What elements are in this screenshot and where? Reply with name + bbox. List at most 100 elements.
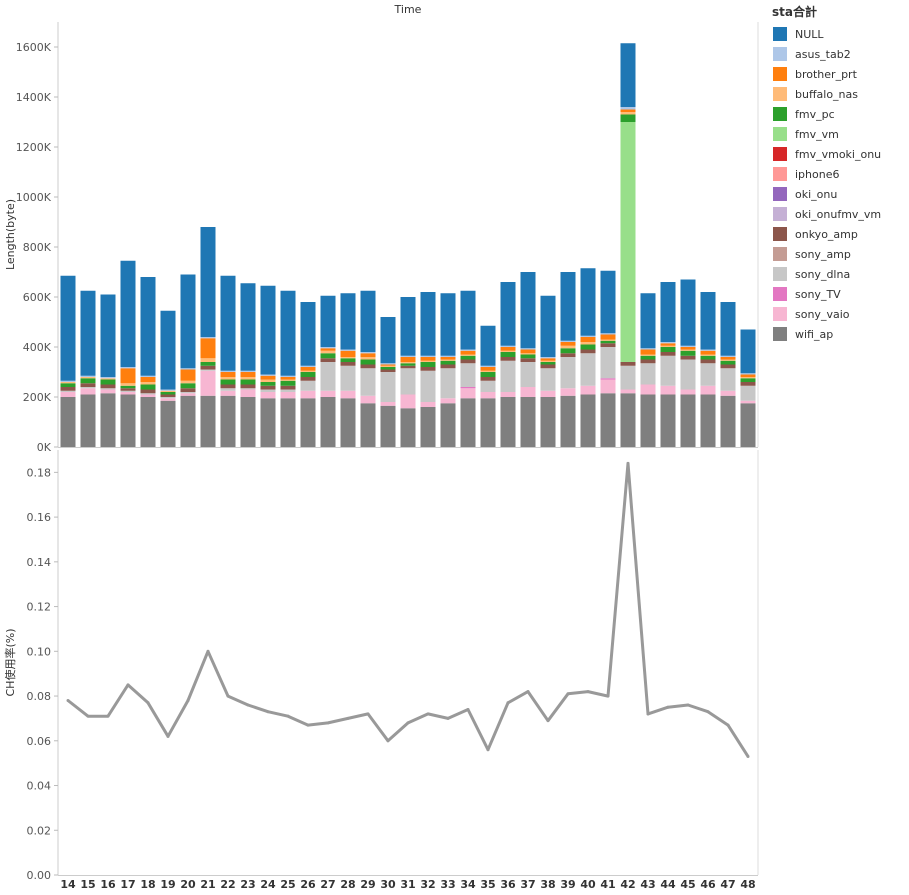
ch-usage-point[interactable]	[506, 701, 510, 705]
ch-usage-point[interactable]	[266, 710, 270, 714]
bar-segment-asus_tab2[interactable]	[720, 355, 736, 357]
bar-segment-fmv_pc[interactable]	[460, 355, 476, 360]
ch-usage-point[interactable]	[726, 723, 730, 727]
bar-segment-sony_dlna[interactable]	[360, 368, 376, 396]
bar-segment-buffalo_nas[interactable]	[360, 357, 376, 360]
bar-segment-buffalo_nas[interactable]	[340, 357, 356, 359]
bar-segment-buffalo_nas[interactable]	[60, 382, 76, 384]
bar-segment-buffalo_nas[interactable]	[420, 360, 436, 362]
bar-segment-brother_prt[interactable]	[520, 349, 536, 354]
bar-segment-fmv_pc[interactable]	[560, 348, 576, 354]
bar-segment-asus_tab2[interactable]	[480, 365, 496, 367]
bar-segment-sony_vaio[interactable]	[360, 395, 376, 404]
bar-segment-NULL[interactable]	[440, 293, 456, 356]
bar-segment-sony_dlna[interactable]	[720, 368, 736, 391]
bar-segment-sony_dlna[interactable]	[200, 369, 216, 371]
bar-segment-asus_tab2[interactable]	[380, 363, 396, 365]
bar-segment-sony_vaio[interactable]	[220, 390, 236, 396]
bar-segment-wifi_ap[interactable]	[420, 407, 436, 447]
ch-usage-point[interactable]	[626, 461, 630, 465]
legend-item-sony_amp[interactable]: sony_amp	[770, 244, 909, 264]
bar-segment-sony_dlna[interactable]	[480, 380, 496, 392]
bar-segment-brother_prt[interactable]	[500, 347, 516, 351]
bar-segment-brother_prt[interactable]	[540, 358, 556, 361]
bar-segment-fmv_pc[interactable]	[740, 378, 756, 382]
bar-segment-asus_tab2[interactable]	[580, 335, 596, 337]
bar-segment-wifi_ap[interactable]	[100, 393, 116, 447]
bar-segment-sony_dlna[interactable]	[160, 397, 176, 399]
bar-segment-sony_dlna[interactable]	[400, 368, 416, 395]
bar-segment-NULL[interactable]	[680, 279, 696, 346]
bar-segment-NULL[interactable]	[560, 272, 576, 341]
bar-segment-asus_tab2[interactable]	[540, 357, 556, 359]
bar-segment-sony_vaio[interactable]	[540, 390, 556, 397]
bar-segment-sony_dlna[interactable]	[240, 388, 256, 390]
bar-segment-sony_vaio[interactable]	[80, 388, 96, 395]
legend-item-fmv_vm[interactable]: fmv_vm	[770, 124, 909, 144]
bar-segment-wifi_ap[interactable]	[220, 395, 236, 447]
bar-segment-brother_prt[interactable]	[320, 348, 336, 351]
bar-segment-asus_tab2[interactable]	[180, 368, 196, 370]
bar-segment-sony_dlna[interactable]	[100, 388, 116, 390]
bar-segment-onkyo_amp[interactable]	[440, 364, 456, 369]
ch-usage-point[interactable]	[666, 705, 670, 709]
bar-segment-onkyo_amp[interactable]	[460, 359, 476, 364]
bar-segment-fmv_pc[interactable]	[140, 384, 156, 390]
legend-item-sony_vaio[interactable]: sony_vaio	[770, 304, 909, 324]
bar-segment-buffalo_nas[interactable]	[600, 339, 616, 341]
bar-segment-sony_vaio[interactable]	[160, 398, 176, 401]
bar-segment-fmv_pc[interactable]	[380, 367, 396, 370]
bar-segment-brother_prt[interactable]	[240, 372, 256, 377]
bar-segment-buffalo_nas[interactable]	[220, 377, 236, 380]
bar-segment-buffalo_nas[interactable]	[460, 354, 476, 356]
bar-segment-NULL[interactable]	[80, 290, 96, 376]
bar-segment-asus_tab2[interactable]	[640, 348, 656, 350]
bar-segment-sony_dlna[interactable]	[520, 362, 536, 387]
bar-segment-sony_vaio[interactable]	[240, 389, 256, 398]
bar-segment-NULL[interactable]	[520, 272, 536, 349]
bar-segment-NULL[interactable]	[240, 283, 256, 371]
bar-segment-NULL[interactable]	[540, 295, 556, 357]
bar-segment-onkyo_amp[interactable]	[340, 362, 356, 366]
bar-segment-buffalo_nas[interactable]	[720, 359, 736, 361]
bar-segment-brother_prt[interactable]	[220, 372, 236, 377]
bar-segment-brother_prt[interactable]	[660, 343, 676, 346]
bar-segment-brother_prt[interactable]	[600, 334, 616, 340]
legend-item-sony_dlna[interactable]: sony_dlna	[770, 264, 909, 284]
bar-segment-asus_tab2[interactable]	[740, 373, 756, 375]
bar-segment-onkyo_amp[interactable]	[620, 362, 636, 366]
bar-segment-asus_tab2[interactable]	[320, 347, 336, 349]
bar-segment-brother_prt[interactable]	[380, 364, 396, 366]
bar-segment-wifi_ap[interactable]	[740, 403, 756, 447]
bar-segment-asus_tab2[interactable]	[460, 349, 476, 351]
bar-segment-sony_vaio[interactable]	[380, 402, 396, 406]
bar-segment-onkyo_amp[interactable]	[420, 367, 436, 371]
bar-segment-sony_dlna[interactable]	[380, 372, 396, 402]
bar-segment-fmv_pc[interactable]	[660, 347, 676, 352]
bar-segment-sony_dlna[interactable]	[60, 390, 76, 392]
bar-segment-fmv_pc[interactable]	[60, 383, 76, 387]
bar-segment-onkyo_amp[interactable]	[140, 389, 156, 394]
bar-segment-onkyo_amp[interactable]	[100, 384, 116, 389]
bar-segment-sony_vaio[interactable]	[260, 392, 276, 399]
bar-segment-buffalo_nas[interactable]	[660, 345, 676, 347]
bar-segment-asus_tab2[interactable]	[500, 345, 516, 347]
bar-segment-onkyo_amp[interactable]	[680, 355, 696, 360]
bar-segment-NULL[interactable]	[320, 295, 336, 347]
bar-segment-buffalo_nas[interactable]	[740, 377, 756, 379]
legend-item-iphone6[interactable]: iphone6	[770, 164, 909, 184]
bar-segment-onkyo_amp[interactable]	[700, 359, 716, 364]
bar-segment-fmv_pc[interactable]	[440, 360, 456, 365]
bar-segment-NULL[interactable]	[200, 227, 216, 337]
bar-segment-onkyo_amp[interactable]	[80, 383, 96, 387]
bar-segment-brother_prt[interactable]	[440, 357, 456, 360]
bar-segment-sony_dlna[interactable]	[180, 392, 196, 394]
bar-segment-asus_tab2[interactable]	[660, 342, 676, 344]
bar-segment-fmv_vm[interactable]	[620, 122, 636, 362]
bar-segment-sony_dlna[interactable]	[640, 363, 656, 385]
ch-usage-point[interactable]	[386, 739, 390, 743]
bar-segment-onkyo_amp[interactable]	[280, 385, 296, 390]
ch-usage-point[interactable]	[86, 714, 90, 718]
bar-segment-asus_tab2[interactable]	[560, 340, 576, 342]
bar-segment-asus_tab2[interactable]	[300, 365, 316, 367]
